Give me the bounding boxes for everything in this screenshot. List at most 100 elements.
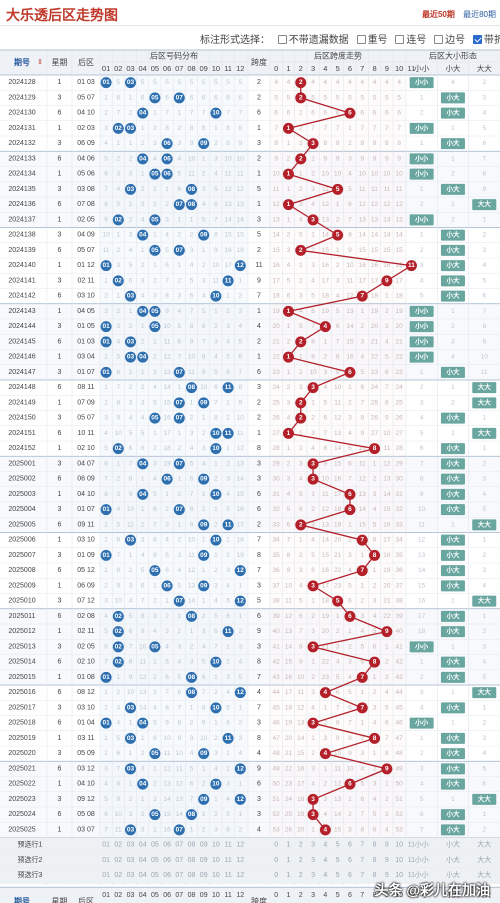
checkbox-icon[interactable] <box>434 35 444 44</box>
table-row <box>0 639 500 655</box>
missing-count: 3 <box>104 308 108 315</box>
option-no-missing[interactable]: 不带遗漏数据 <box>277 31 349 46</box>
size-tag-label: 小小 <box>414 641 429 650</box>
span-missing: 2 <box>348 399 352 406</box>
size-missing: 6 <box>482 293 486 300</box>
span-missing: 7 <box>348 720 352 727</box>
ball-icon <box>149 214 161 226</box>
size-missing: 1 <box>451 598 455 605</box>
size-tag-label: 小大 <box>445 138 460 147</box>
span-ball-number: 4 <box>324 323 328 330</box>
missing-count: 2 <box>104 537 108 544</box>
span-missing: 9 <box>348 750 352 757</box>
ball-icon <box>137 229 149 241</box>
tab-recent-80[interactable]: 最近80期 <box>463 10 496 19</box>
span-missing: 6 <box>385 110 389 117</box>
size-tag-label: 小大 <box>445 504 460 513</box>
option-edge[interactable]: 边号 <box>434 31 465 46</box>
missing-count: 4 <box>202 460 206 467</box>
span-missing: 3 <box>385 811 389 818</box>
span-missing: 4 <box>336 659 340 666</box>
span-missing: 12 <box>371 201 379 208</box>
ball-number: 04 <box>139 354 147 361</box>
predict-span: 2 <box>299 857 303 864</box>
span-missing: 48 <box>273 750 281 757</box>
span-missing: 3 <box>311 765 315 772</box>
span-missing: 1 <box>348 796 352 803</box>
ball-icon <box>186 183 197 195</box>
span-ball-number: 7 <box>360 537 364 544</box>
missing-count: 4 <box>116 186 120 193</box>
ball-number: 03 <box>127 79 135 86</box>
size-missing: 1 <box>451 689 455 696</box>
missing-count: 2 <box>238 628 242 635</box>
span-missing: 8 <box>336 140 340 147</box>
missing-count: 4 <box>104 430 108 437</box>
checkbox-icon[interactable] <box>277 35 287 44</box>
size-tag <box>440 580 465 592</box>
ball-number: 05 <box>151 247 159 254</box>
span-missing: 1 <box>311 155 315 162</box>
missing-count: 4 <box>214 354 218 361</box>
checkbox-checked-icon[interactable] <box>472 35 482 44</box>
span-cell: 3 <box>257 384 261 391</box>
span-missing: 3 <box>336 277 340 284</box>
predict-number: 01 <box>102 872 110 879</box>
missing-count: 3 <box>202 277 206 284</box>
missing-count: 2 <box>153 277 157 284</box>
size-tag-label: 小大 <box>445 657 460 666</box>
missing-count: 13 <box>139 689 147 696</box>
size-tag-label: 小大 <box>445 580 460 589</box>
span-missing: 23 <box>396 369 404 376</box>
span-missing: 2 <box>348 643 352 650</box>
span-missing: 12 <box>359 476 367 483</box>
span-ball-number: 6 <box>348 369 352 376</box>
option-repeat[interactable]: 重号 <box>356 31 388 46</box>
span-missing: 9 <box>287 567 291 574</box>
missing-count: 2 <box>226 765 230 772</box>
missing-count: 1 <box>153 582 157 589</box>
table-row <box>0 776 500 792</box>
missing-count: 3 <box>226 674 230 681</box>
span-ball-number: 2 <box>299 94 303 101</box>
span-missing: 1 <box>336 201 340 208</box>
missing-count: 7 <box>116 552 120 559</box>
span-missing: 8 <box>385 140 389 147</box>
missing-count: 3 <box>129 399 133 406</box>
missing-count: 3 <box>129 582 133 589</box>
tab-recent-50[interactable]: 最近50期 <box>421 10 455 19</box>
missing-count: 5 <box>202 659 206 666</box>
size-col-header: 小小 <box>414 64 429 73</box>
span-missing: 1 <box>348 521 352 528</box>
missing-count: 5 <box>165 659 169 666</box>
span-missing: 15 <box>359 521 367 528</box>
missing-count: 2 <box>129 110 133 117</box>
checkbox-icon[interactable] <box>356 35 366 44</box>
missing-count: 5 <box>116 735 120 742</box>
size-tag-label: 小小 <box>414 352 429 361</box>
span-missing: 20 <box>371 323 379 330</box>
ball-icon <box>112 122 124 134</box>
missing-count: 9 <box>226 140 230 147</box>
span-missing: 1 <box>299 430 303 437</box>
span-missing: 6 <box>299 506 303 513</box>
option-polyline[interactable]: 带折线 <box>472 31 500 46</box>
option-consecutive[interactable]: 连号 <box>395 31 426 46</box>
weekday-cell: 6 <box>58 476 62 483</box>
span-missing: 35 <box>396 552 404 559</box>
size-missing: 4 <box>482 582 486 589</box>
ball-number: 02 <box>115 277 123 284</box>
span-missing: 19 <box>334 521 342 528</box>
span-missing: 2 <box>336 262 340 269</box>
span-cell: 3 <box>257 720 261 727</box>
span-missing: 2 <box>324 720 328 727</box>
span-ball-icon <box>307 473 319 485</box>
size-missing: 4 <box>420 704 424 711</box>
span-missing: 24 <box>396 384 404 391</box>
missing-count: 11 <box>188 369 195 376</box>
predict-span: 4 <box>323 842 327 849</box>
span-missing: 14 <box>273 232 281 239</box>
checkbox-icon[interactable] <box>395 35 405 44</box>
weekday-cell: 1 <box>58 216 62 223</box>
missing-count: 2 <box>177 277 181 284</box>
